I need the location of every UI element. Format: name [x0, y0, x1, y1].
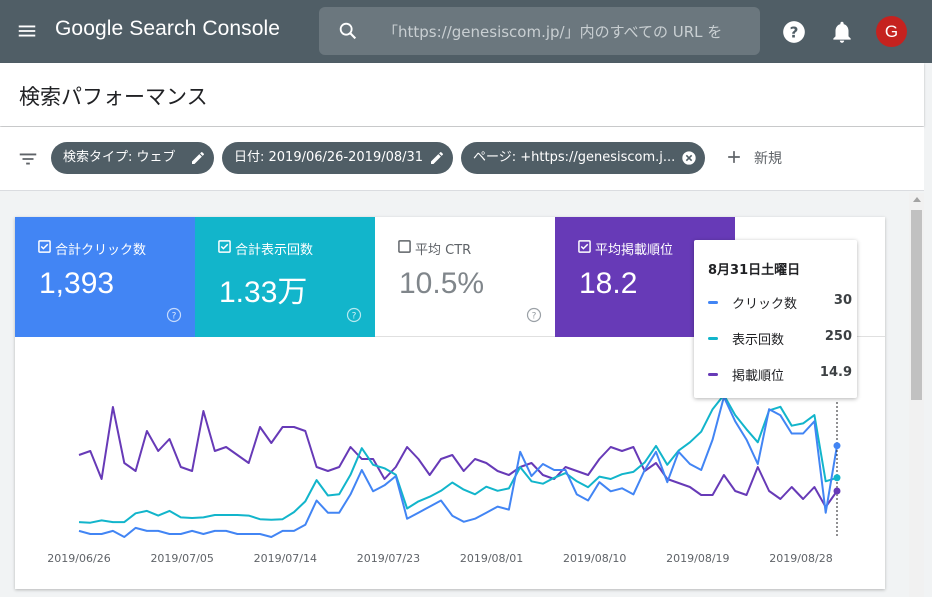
series-line-clicks[interactable]: [78, 396, 838, 538]
legend-swatch: [708, 337, 718, 340]
page-header: 検索パフォーマンス: [0, 63, 924, 126]
page-scrollbar-thumb[interactable]: [911, 210, 922, 400]
metric-total-clicks[interactable]: 合計クリック数 1,393 ?: [15, 217, 195, 337]
x-axis-tick-label: 2019/07/05: [150, 552, 213, 565]
tooltip-row-position: 掲載順位 14.9: [708, 365, 852, 385]
hover-point: [833, 487, 841, 495]
x-axis-tick-label: 2019/08/28: [769, 552, 832, 565]
svg-text:?: ?: [532, 311, 537, 321]
x-axis-tick-label: 2019/06/26: [47, 552, 110, 565]
page-title: 検索パフォーマンス: [19, 85, 208, 109]
svg-text:?: ?: [352, 311, 357, 321]
tooltip-row-value: 30: [833, 293, 852, 308]
metric-value: 10.5%: [399, 267, 485, 300]
checkbox-checked-icon[interactable]: [578, 240, 591, 253]
tooltip-row-name: 表示回数: [732, 333, 785, 348]
x-axis-tick-label: 2019/08/19: [666, 552, 729, 565]
tooltip-row-value: 14.9: [819, 365, 852, 380]
x-axis-tick-label: 2019/07/14: [254, 552, 317, 565]
tooltip-row-name: 掲載順位: [732, 369, 785, 384]
tooltip-row-value: 250: [824, 329, 852, 344]
filter-chip-date[interactable]: 日付: 2019/06/26-2019/08/31: [222, 142, 453, 174]
svg-text:?: ?: [172, 311, 177, 321]
filter-bar: 検索タイプ: ウェブ 日付: 2019/06/26-2019/08/31 ページ…: [0, 127, 924, 191]
edit-icon[interactable]: [190, 150, 206, 166]
close-icon[interactable]: [681, 150, 697, 166]
metric-value: 1.33万: [219, 276, 308, 309]
metric-value: 18.2: [579, 267, 638, 300]
top-app-bar: Google Search Console ? G: [0, 0, 932, 63]
performance-line-chart[interactable]: 2019/06/26 2019/07/05 2019/07/14 2019/07/23…: [15, 217, 885, 589]
metric-value: 1,393: [39, 267, 115, 300]
notifications-bell-icon[interactable]: [829, 19, 855, 45]
chip-label: ページ: +https://genesiscom.j...: [473, 150, 676, 165]
metric-label: 平均 CTR: [415, 243, 472, 258]
x-axis-tick-label: 2019/08/10: [563, 552, 626, 565]
scroll-up-arrow-icon[interactable]: [913, 197, 921, 202]
checkbox-checked-icon[interactable]: [38, 240, 51, 253]
checkbox-unchecked-icon[interactable]: [398, 240, 411, 253]
chip-label: 検索タイプ: ウェブ: [63, 150, 176, 165]
search-input[interactable]: [381, 19, 745, 45]
metric-label: 平均掲載順位: [595, 243, 674, 258]
chart-tooltip: 8月31日土曜日 クリック数 30 表示回数 250 掲載順位 14.9: [694, 240, 857, 398]
add-filter-label: 新規: [754, 151, 782, 167]
edit-icon[interactable]: [429, 150, 445, 166]
filter-chip-search-type[interactable]: 検索タイプ: ウェブ: [51, 142, 214, 174]
series-line-impressions[interactable]: [78, 394, 838, 524]
help-outline-icon[interactable]: ?: [346, 307, 362, 323]
filter-chip-page[interactable]: ページ: +https://genesiscom.j...: [461, 142, 705, 174]
metric-label: 合計表示回数: [235, 243, 314, 258]
x-axis-tick-label: 2019/08/01: [460, 552, 523, 565]
tooltip-row-impressions: 表示回数 250: [708, 329, 852, 349]
metric-total-impressions[interactable]: 合計表示回数 1.33万 ?: [195, 217, 375, 337]
hover-point: [833, 474, 841, 482]
metric-label: 合計クリック数: [55, 243, 147, 258]
tooltip-row-name: クリック数: [732, 297, 798, 312]
chip-label: 日付: 2019/06/26-2019/08/31: [234, 150, 424, 165]
search-icon[interactable]: [337, 20, 359, 42]
metric-average-ctr[interactable]: 平均 CTR 10.5% ?: [375, 217, 555, 337]
account-avatar[interactable]: G: [876, 16, 907, 47]
filter-icon[interactable]: [17, 148, 39, 170]
help-outline-icon[interactable]: ?: [166, 307, 182, 323]
x-axis-tick-label: 2019/07/23: [357, 552, 420, 565]
legend-swatch: [708, 301, 718, 304]
hamburger-menu-icon[interactable]: [16, 20, 38, 42]
tooltip-date: 8月31日土曜日: [708, 263, 801, 278]
plus-icon: [728, 151, 740, 163]
app-logo[interactable]: Google Search Console: [55, 17, 281, 40]
legend-swatch: [708, 373, 718, 376]
help-outline-icon[interactable]: ?: [526, 307, 542, 323]
svg-text:?: ?: [790, 23, 799, 41]
tooltip-row-clicks: クリック数 30: [708, 293, 852, 313]
hover-point: [833, 442, 841, 450]
search-box[interactable]: [319, 7, 760, 55]
checkbox-checked-icon[interactable]: [218, 240, 231, 253]
series-line-position[interactable]: [78, 406, 838, 508]
help-icon[interactable]: ?: [781, 19, 807, 45]
